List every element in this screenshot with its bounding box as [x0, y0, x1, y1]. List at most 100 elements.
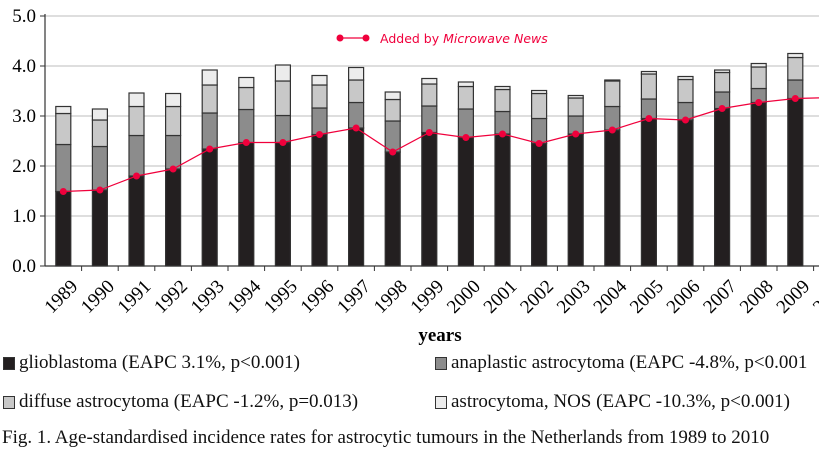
bar-segment-astrocytoma-nos: [238, 76, 255, 89]
x-tick-label: 2007: [699, 276, 741, 318]
y-tick-label: 1.0: [12, 206, 36, 227]
x-tick-label: 1996: [297, 276, 339, 318]
y-axis-ticks: 0.0 1.0 2.0 3.0 4.0 5.0: [12, 6, 45, 277]
overlay-line-point: [791, 95, 799, 102]
overlay-line-point: [572, 130, 580, 138]
overlay-legend-marker: [362, 34, 370, 42]
bar-segment-astrocytoma-nos: [713, 69, 731, 74]
bar-segment-anaplastic-astrocytoma: [384, 120, 401, 153]
legend-label: astrocytoma, NOS (EAPC -10.3%, p<0.001): [451, 391, 790, 412]
overlay-line-point: [59, 188, 67, 195]
x-tick-label: 1990: [77, 276, 119, 318]
bar-segment-glioblastoma: [128, 175, 145, 267]
legend-swatch: [3, 356, 15, 370]
x-axis-title: years: [418, 325, 461, 345]
bar-segment-diffuse-astrocytoma: [494, 88, 511, 113]
bar-segment-glioblastoma: [750, 101, 767, 267]
bar-segment-diffuse-astrocytoma: [787, 56, 804, 81]
bar-segment-glioblastoma: [567, 133, 584, 267]
x-tick-label: 1989: [41, 276, 83, 318]
overlay-line-point: [169, 165, 177, 173]
overlay-line-point: [645, 115, 653, 122]
bar-segment-glioblastoma: [713, 107, 731, 267]
bar-segment-glioblastoma: [677, 119, 694, 267]
bar-segment-astrocytoma-nos: [311, 74, 328, 86]
legend-label: glioblastoma (EAPC 3.1%, p<0.001): [19, 352, 300, 373]
bar-segment-astrocytoma-nos: [640, 70, 658, 75]
x-tick-label: 2005: [626, 276, 668, 318]
overlay-line-point: [535, 140, 543, 147]
bar-segment-glioblastoma: [238, 141, 255, 267]
bar-segment-glioblastoma: [457, 136, 474, 267]
overlay-legend-prefix: Added by: [380, 31, 443, 46]
bar-segment-astrocytoma-nos: [604, 79, 621, 82]
bar-segment-diffuse-astrocytoma: [201, 84, 218, 114]
overlay-line-point: [755, 99, 763, 106]
x-tick-label: 1995: [260, 276, 302, 318]
bar-segment-anaplastic-astrocytoma: [348, 101, 365, 129]
bar-segment-anaplastic-astrocytoma: [311, 107, 328, 136]
bar-segment-astrocytoma-nos: [421, 77, 438, 85]
legend-swatch: [3, 395, 15, 409]
bar-segment-diffuse-astrocytoma: [165, 105, 182, 137]
overlay-line-point: [499, 130, 506, 138]
axes: [44, 14, 819, 267]
overlay-line-point: [133, 172, 140, 180]
overlay-line-point: [352, 124, 360, 132]
bar-segment-astrocytoma-nos: [128, 92, 145, 108]
bar-segment-astrocytoma-nos: [787, 52, 804, 59]
overlay-line-point: [718, 105, 726, 112]
bars: [55, 52, 804, 267]
y-tick-label: 4.0: [12, 56, 36, 77]
bar-segment-glioblastoma: [165, 168, 182, 267]
legend-anaplastic: anaplastic astrocytoma (EAPC -4.8%, p<0.…: [435, 352, 807, 374]
bar-segment-astrocytoma-nos: [567, 94, 584, 99]
overlay-legend-source: Microwave News: [443, 31, 548, 46]
bar-segment-astrocytoma-nos: [201, 69, 218, 86]
x-tick-label: 2003: [553, 276, 595, 318]
bar-segment-anaplastic-astrocytoma: [165, 134, 182, 170]
bar-segment-anaplastic-astrocytoma: [91, 145, 109, 191]
bar-segment-diffuse-astrocytoma: [640, 73, 658, 100]
legend-label: diffuse astrocytoma (EAPC -1.2%, p=0.013…: [19, 391, 359, 412]
bar-segment-anaplastic-astrocytoma: [238, 108, 255, 144]
x-tick-label: 2009: [773, 276, 815, 318]
bar-segment-astrocytoma-nos: [165, 92, 182, 108]
overlay-legend: Added by Microwave News: [336, 31, 548, 46]
x-tick-label: 1994: [224, 276, 266, 318]
bar-segment-glioblastoma: [604, 129, 621, 267]
bar-segment-diffuse-astrocytoma: [128, 105, 145, 137]
x-tick-label: 2008: [736, 276, 778, 318]
bar-segment-glioblastoma: [348, 127, 365, 267]
bar-segment-astrocytoma-nos: [494, 85, 511, 91]
bar-segment-glioblastoma: [787, 97, 804, 267]
bar-segment-diffuse-astrocytoma: [567, 97, 584, 117]
overlay-line-point: [206, 145, 214, 153]
bar-segment-diffuse-astrocytoma: [530, 92, 548, 120]
overlay-line-point: [279, 139, 287, 146]
bar-segment-glioblastoma: [384, 151, 401, 267]
bar-segment-anaplastic-astrocytoma: [201, 112, 218, 150]
x-tick-label: 1992: [150, 276, 192, 318]
bar-segment-astrocytoma-nos: [55, 105, 72, 115]
bar-segment-astrocytoma-nos: [348, 66, 365, 81]
bar-segment-diffuse-astrocytoma: [604, 80, 621, 108]
legend-diffuse: diffuse astrocytoma (EAPC -1.2%, p=0.013…: [3, 391, 358, 413]
bar-segment-glioblastoma: [91, 189, 109, 267]
bar-segment-astrocytoma-nos: [384, 91, 401, 101]
x-tick-label: 2006: [663, 276, 705, 318]
bar-segment-glioblastoma: [311, 133, 328, 267]
legend-swatch: [435, 395, 447, 409]
bar-segment-anaplastic-astrocytoma: [421, 105, 438, 134]
x-tick-label: 1998: [370, 276, 412, 318]
svg-text:Added by Microwave News: Added by Microwave News: [380, 31, 548, 46]
x-tick-label: 2000: [443, 276, 485, 318]
microwave-news-line: [59, 95, 819, 195]
bar-segment-astrocytoma-nos: [91, 108, 109, 121]
stacked-bar-chart: 0.01.02.03.04.05.0 198919901991199219931…: [12, 6, 819, 345]
legend-glioblastoma: glioblastoma (EAPC 3.1%, p<0.001): [3, 352, 300, 374]
overlay-line-point: [682, 116, 689, 124]
x-tick-label: 1997: [333, 276, 375, 318]
bar-segment-anaplastic-astrocytoma: [274, 114, 291, 144]
bar-segment-diffuse-astrocytoma: [713, 71, 731, 93]
